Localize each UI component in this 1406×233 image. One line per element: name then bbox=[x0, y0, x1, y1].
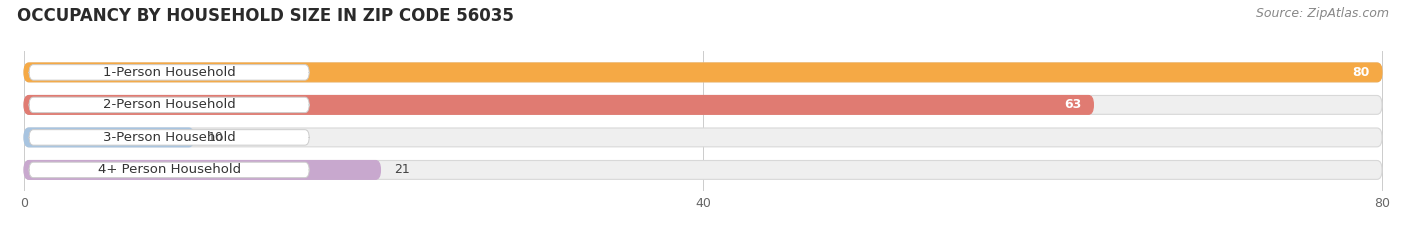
FancyBboxPatch shape bbox=[24, 128, 194, 147]
FancyBboxPatch shape bbox=[24, 96, 1094, 114]
FancyBboxPatch shape bbox=[24, 128, 1382, 147]
FancyBboxPatch shape bbox=[24, 161, 381, 179]
Text: 2-Person Household: 2-Person Household bbox=[103, 98, 236, 111]
FancyBboxPatch shape bbox=[24, 96, 1382, 114]
Text: OCCUPANCY BY HOUSEHOLD SIZE IN ZIP CODE 56035: OCCUPANCY BY HOUSEHOLD SIZE IN ZIP CODE … bbox=[17, 7, 513, 25]
FancyBboxPatch shape bbox=[24, 161, 1382, 179]
FancyBboxPatch shape bbox=[24, 63, 1382, 82]
FancyBboxPatch shape bbox=[24, 63, 1382, 82]
Text: 3-Person Household: 3-Person Household bbox=[103, 131, 236, 144]
Text: 80: 80 bbox=[1353, 66, 1369, 79]
FancyBboxPatch shape bbox=[30, 130, 309, 145]
FancyBboxPatch shape bbox=[30, 97, 309, 113]
Text: 63: 63 bbox=[1064, 98, 1081, 111]
Text: Source: ZipAtlas.com: Source: ZipAtlas.com bbox=[1256, 7, 1389, 20]
FancyBboxPatch shape bbox=[30, 65, 309, 80]
FancyBboxPatch shape bbox=[30, 162, 309, 178]
Text: 4+ Person Household: 4+ Person Household bbox=[97, 163, 240, 176]
Text: 21: 21 bbox=[394, 163, 409, 176]
Text: 10: 10 bbox=[207, 131, 224, 144]
Text: 1-Person Household: 1-Person Household bbox=[103, 66, 236, 79]
